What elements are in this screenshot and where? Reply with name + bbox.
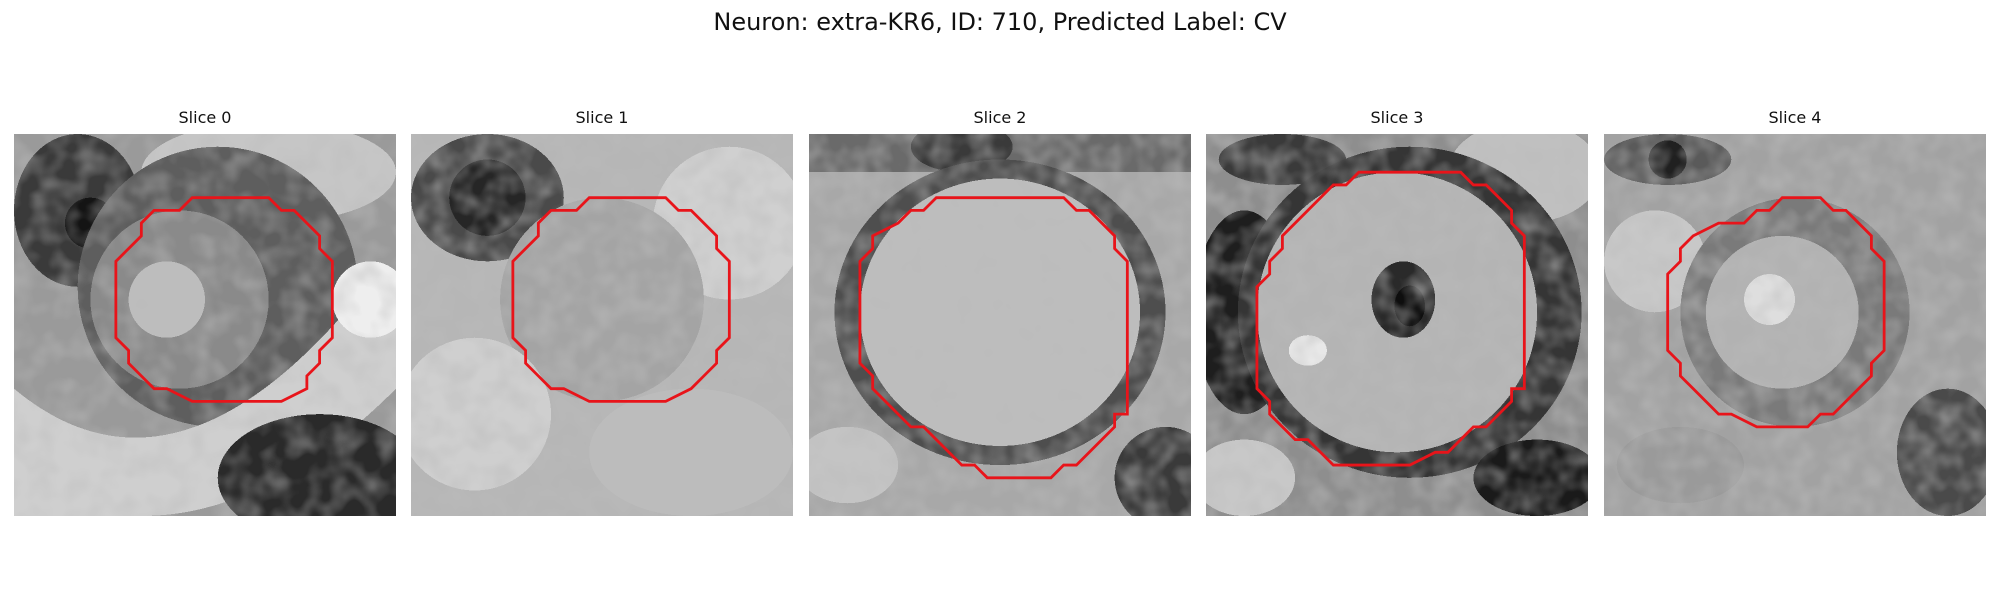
slice-title-2: Slice 2 bbox=[973, 108, 1027, 127]
slice-image-2 bbox=[809, 134, 1191, 516]
slice-image-0 bbox=[14, 134, 396, 516]
slice-title-3: Slice 3 bbox=[1370, 108, 1424, 127]
slice-image-1 bbox=[411, 134, 793, 516]
slice-image-3 bbox=[1206, 134, 1588, 516]
slice-title-0: Slice 0 bbox=[178, 108, 232, 127]
slice-title-4: Slice 4 bbox=[1768, 108, 1822, 127]
slice-title-1: Slice 1 bbox=[575, 108, 629, 127]
slice-image-4 bbox=[1604, 134, 1986, 516]
figure-title: Neuron: extra-KR6, ID: 710, Predicted La… bbox=[713, 8, 1287, 36]
